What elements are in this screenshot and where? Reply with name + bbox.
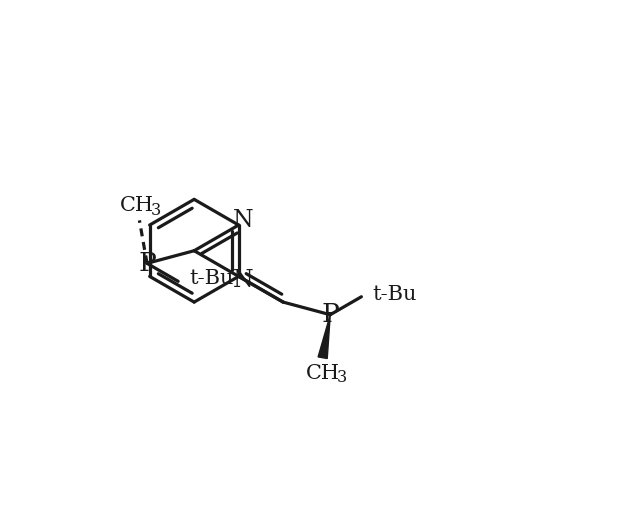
Text: t-Bu: t-Bu: [372, 284, 417, 304]
Text: t-Bu: t-Bu: [189, 269, 234, 288]
Text: P: P: [321, 302, 339, 327]
Polygon shape: [318, 315, 330, 359]
Text: 3: 3: [337, 369, 347, 386]
Text: P: P: [138, 251, 156, 276]
Text: N: N: [232, 269, 253, 292]
Text: N: N: [232, 209, 253, 232]
Text: CH: CH: [120, 196, 154, 216]
Text: CH: CH: [306, 364, 340, 383]
Text: 3: 3: [151, 201, 161, 219]
